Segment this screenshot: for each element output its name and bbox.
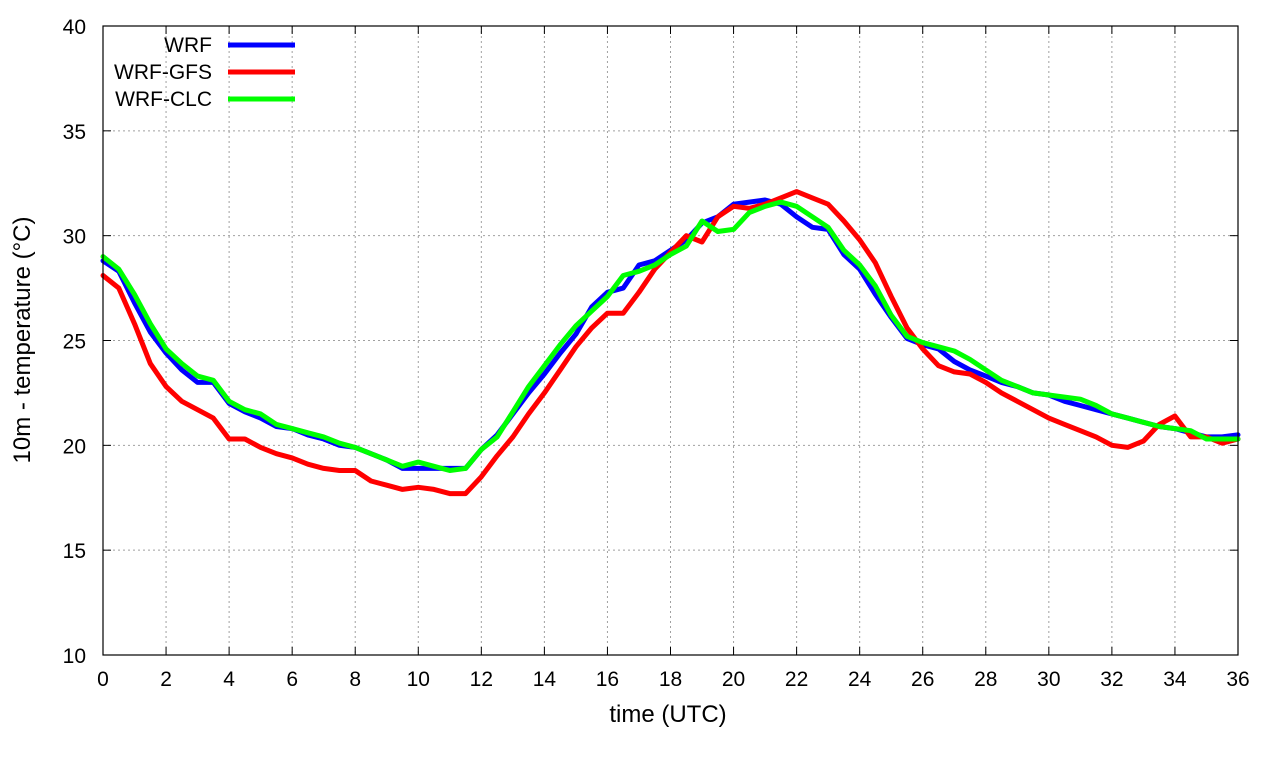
x-tick-label: 8 bbox=[349, 668, 361, 691]
y-tick-label: 15 bbox=[63, 540, 86, 563]
x-tick-label: 20 bbox=[722, 668, 745, 691]
legend-label-wrf-clc: WRF-CLC bbox=[115, 88, 212, 111]
legend: WRF WRF-GFS WRF-CLC bbox=[114, 34, 295, 111]
legend-label-wrf-gfs: WRF-GFS bbox=[114, 61, 212, 84]
axis-ticks bbox=[102, 25, 1239, 656]
series-line-wrf-clc bbox=[100, 199, 1241, 473]
series-lines bbox=[100, 189, 1241, 497]
y-tick-label: 25 bbox=[63, 331, 86, 354]
x-tick-label: 18 bbox=[659, 668, 682, 691]
y-tick-label: 35 bbox=[63, 121, 86, 144]
x-tick-label: 28 bbox=[974, 668, 997, 691]
y-axis-title: 10m - temperature (°C) bbox=[9, 217, 36, 464]
x-tick-label: 6 bbox=[286, 668, 298, 691]
grid bbox=[103, 26, 1238, 655]
y-tick-labels: 10 15 20 25 30 35 40 bbox=[63, 16, 86, 668]
x-tick-label: 14 bbox=[533, 668, 557, 691]
x-tick-label: 0 bbox=[97, 668, 109, 691]
x-tick-label: 2 bbox=[160, 668, 172, 691]
x-tick-label: 36 bbox=[1226, 668, 1249, 691]
x-axis-title: time (UTC) bbox=[609, 701, 726, 728]
x-tick-label: 34 bbox=[1163, 668, 1187, 691]
y-tick-label: 10 bbox=[63, 645, 86, 668]
y-tick-label: 30 bbox=[63, 226, 86, 249]
x-tick-label: 16 bbox=[596, 668, 619, 691]
x-tick-labels: 0 2 4 6 8 10 12 14 16 18 20 22 24 26 28 30 32 34 36 bbox=[97, 668, 1250, 691]
x-tick-label: 4 bbox=[223, 668, 235, 691]
x-tick-label: 10 bbox=[407, 668, 430, 691]
legend-label-wrf: WRF bbox=[164, 34, 212, 57]
x-tick-label: 30 bbox=[1037, 668, 1060, 691]
y-tick-label: 40 bbox=[63, 16, 86, 39]
x-tick-label: 22 bbox=[785, 668, 808, 691]
x-tick-label: 26 bbox=[911, 668, 934, 691]
x-tick-label: 12 bbox=[470, 668, 493, 691]
x-tick-label: 32 bbox=[1100, 668, 1123, 691]
x-tick-label: 24 bbox=[848, 668, 872, 691]
y-tick-label: 20 bbox=[63, 435, 86, 458]
